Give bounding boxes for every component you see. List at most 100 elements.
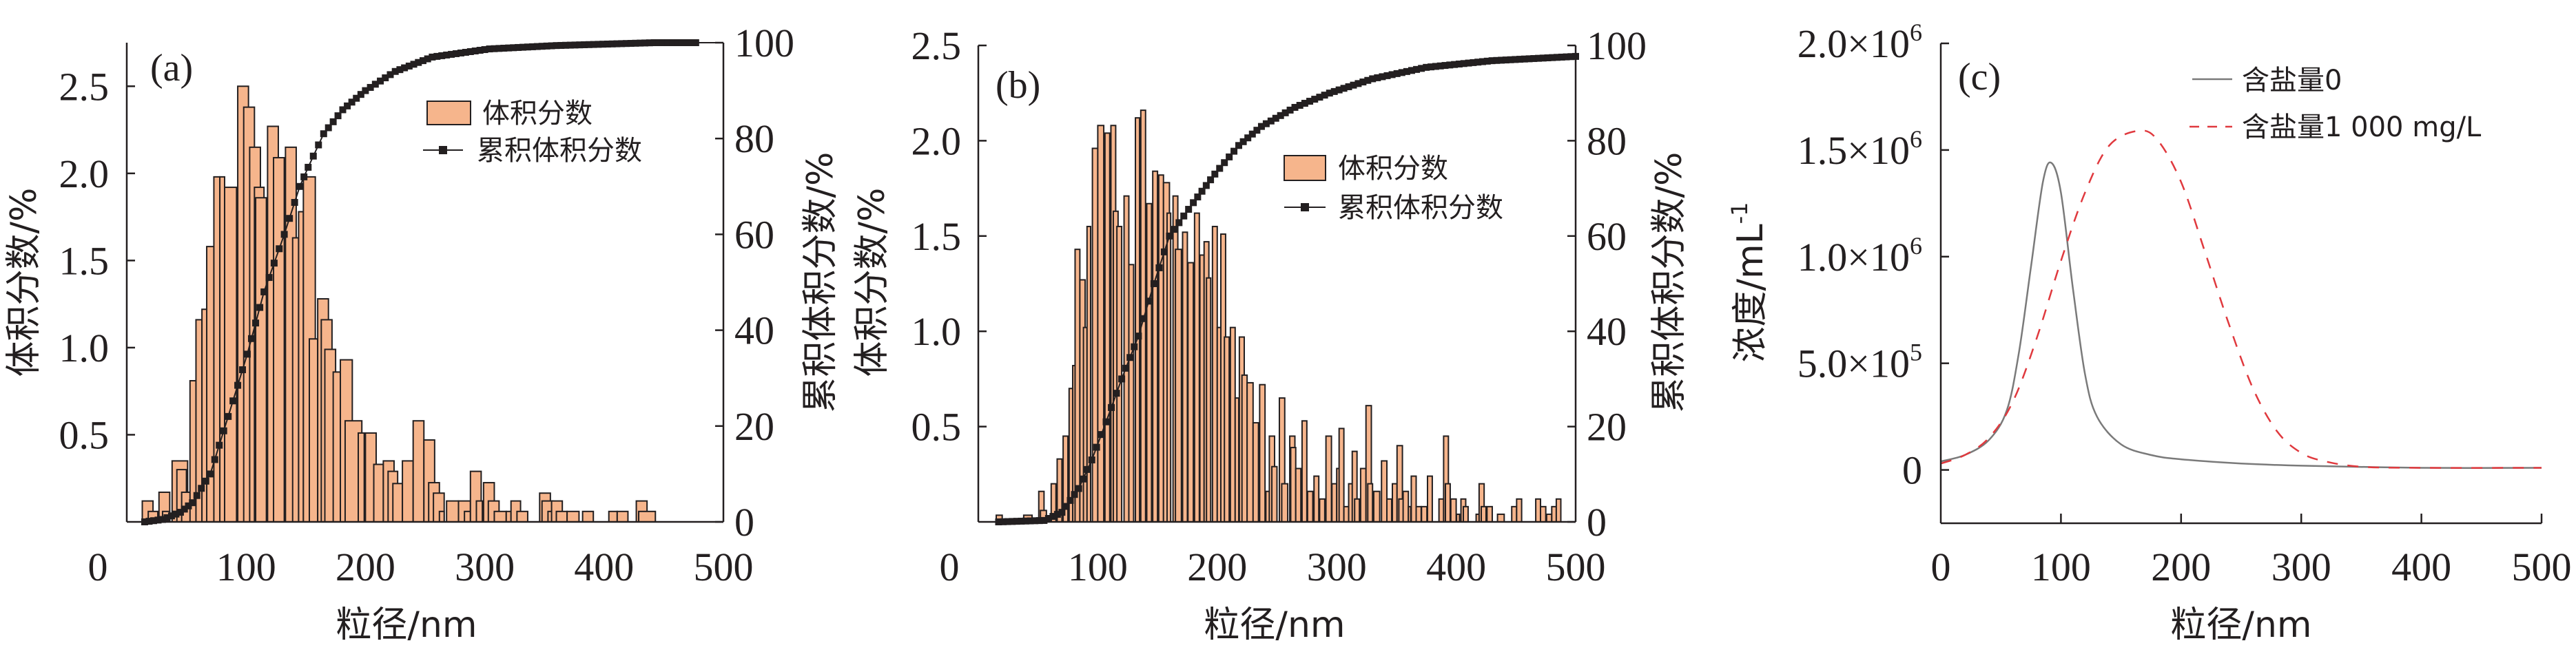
cumulative-marker [1398, 69, 1405, 76]
cumulative-marker [1257, 123, 1265, 130]
y-tick-label: 0.5 [911, 405, 962, 450]
cumulative-marker [481, 46, 488, 54]
histogram-bar [1535, 498, 1542, 523]
cumulative-marker [429, 53, 436, 61]
y-right-tick-label: 80 [1587, 118, 1627, 163]
cumulative-marker [1221, 159, 1228, 167]
cumulative-marker [1122, 364, 1130, 372]
panel-b-bars [996, 109, 1562, 523]
cumulative-marker [471, 48, 479, 55]
x-tick-label: 300 [455, 545, 515, 589]
panel-c-concentration: 0 100 200 300 400 500 0 5.0×105 1.0×106 1.5×106 2.… [1727, 19, 2572, 646]
cumulative-marker [207, 470, 214, 478]
cumulative-marker [260, 288, 268, 295]
histogram-bar [1241, 374, 1248, 523]
histogram-bar [1259, 383, 1266, 523]
cumulative-marker [1296, 101, 1304, 109]
x-tick-label: 500 [694, 545, 754, 589]
cumulative-marker [1525, 55, 1533, 63]
panel-b-x-axis-title: 粒径/nm [1204, 604, 1345, 646]
cumulative-marker [1345, 83, 1352, 90]
x-tick-label: 500 [2512, 545, 2572, 589]
cumulative-marker [1216, 165, 1224, 172]
histogram-bar [1175, 249, 1182, 523]
cumulative-marker [172, 510, 180, 518]
cumulative-marker [1253, 127, 1261, 134]
cumulative-marker [1062, 503, 1070, 510]
cumulative-marker [415, 59, 422, 66]
cumulative-marker [401, 64, 409, 72]
cumulative-marker [1190, 199, 1197, 207]
histogram-bar [616, 510, 629, 523]
cumulative-marker [1185, 206, 1193, 213]
cumulative-marker [466, 48, 474, 55]
histogram-bar [1271, 465, 1278, 523]
cumulative-marker [1135, 333, 1142, 340]
cumulative-marker [286, 215, 293, 222]
histogram-bar [1135, 117, 1141, 523]
cumulative-marker [659, 39, 667, 46]
cumulative-marker [1277, 112, 1284, 119]
histogram-bar [1408, 505, 1412, 523]
cumulative-marker [646, 39, 653, 47]
panel-c-lines [1940, 129, 2542, 469]
cumulative-marker [1108, 403, 1115, 411]
cumulative-marker [1549, 54, 1556, 61]
cumulative-marker [1140, 315, 1147, 322]
x-tick-label: 0 [940, 545, 960, 589]
cumulative-marker [1071, 491, 1078, 498]
histogram-bar [1295, 467, 1302, 523]
histogram-bar [1486, 505, 1493, 523]
cumulative-marker [1244, 134, 1252, 142]
histogram-bar [1234, 397, 1240, 523]
cumulative-marker [453, 50, 460, 57]
panel-b-y-right-axis-title: 累积体积分数/% [1649, 152, 1690, 413]
y-right-tick-label: 60 [1587, 214, 1627, 259]
cumulative-marker [1291, 103, 1299, 111]
histogram-bar [1193, 212, 1200, 523]
cumulative-marker [280, 231, 288, 238]
cumulative-marker [276, 245, 283, 253]
cumulative-marker [239, 366, 247, 374]
cumulative-marker [1460, 60, 1467, 67]
cumulative-marker [457, 49, 464, 56]
cumulative-marker [627, 39, 635, 47]
cumulative-marker [1316, 94, 1323, 101]
histogram-bar [291, 237, 300, 523]
panel-a-cumulative-curve [141, 39, 723, 525]
cumulative-marker [1198, 187, 1206, 195]
y-tick-label: 0.5 [59, 412, 110, 457]
cumulative-marker [443, 51, 451, 59]
cumulative-marker [1166, 232, 1173, 240]
panel-a-legend: 体积分数 累积体积分数 [423, 98, 642, 167]
cumulative-marker [1554, 54, 1561, 61]
histogram-bar [1301, 420, 1308, 523]
histogram-bar [1252, 422, 1259, 523]
histogram-bar [608, 510, 618, 523]
histogram-bar [446, 500, 460, 523]
cumulative-marker [1512, 56, 1519, 63]
histogram-bar [1392, 483, 1398, 523]
histogram-bar [1426, 475, 1433, 523]
cumulative-marker [608, 40, 616, 48]
cumulative-marker [1465, 59, 1472, 67]
cumulative-marker [324, 124, 332, 132]
histogram-bar [1091, 147, 1099, 523]
histogram-bar [308, 338, 319, 523]
cumulative-marker [571, 41, 579, 49]
panel-a-label: (a) [150, 47, 193, 90]
cumulative-marker [1088, 456, 1095, 464]
histogram-bar [1246, 381, 1254, 523]
histogram-bar [475, 500, 484, 523]
histogram-bar [1097, 125, 1105, 523]
cumulative-marker [1180, 212, 1188, 220]
cumulative-marker [688, 39, 695, 46]
cumulative-marker [1326, 90, 1333, 97]
panel-a-y-right-axis-title: 累积体积分数/% [800, 152, 841, 413]
series-line-salt1000 [1940, 129, 2542, 469]
histogram-bar [1555, 498, 1562, 523]
panel-c-label: (c) [1958, 56, 2001, 98]
cumulative-marker [1364, 76, 1372, 84]
cumulative-marker [243, 350, 251, 358]
histogram-bar [1229, 326, 1236, 523]
